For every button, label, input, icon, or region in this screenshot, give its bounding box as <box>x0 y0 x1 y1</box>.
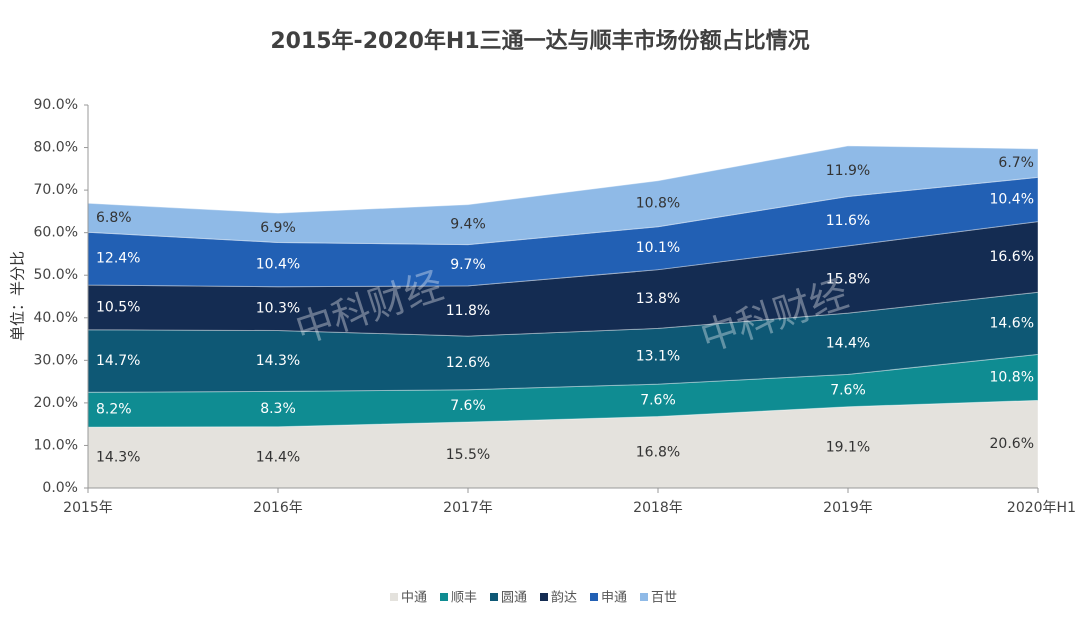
value-label: 16.8% <box>636 444 680 460</box>
value-label: 7.6% <box>450 398 486 414</box>
x-tick-label: 2017年 <box>443 500 493 516</box>
value-label: 11.6% <box>826 213 870 229</box>
legend-swatch <box>440 593 448 601</box>
legend-label: 顺丰 <box>451 591 477 606</box>
value-label: 7.6% <box>640 392 676 408</box>
legend-label: 百世 <box>651 591 677 606</box>
value-label: 10.1% <box>636 240 680 256</box>
x-tick-label: 2016年 <box>253 500 303 516</box>
legend-swatch <box>590 593 598 601</box>
value-label: 13.8% <box>636 291 680 307</box>
value-label: 20.6% <box>990 436 1034 452</box>
x-tick-label: 2019年 <box>823 500 873 516</box>
x-tick-label: 2020年H1 <box>1007 500 1076 516</box>
value-label: 10.8% <box>636 196 680 212</box>
value-label: 6.7% <box>998 155 1034 171</box>
value-label: 12.4% <box>96 251 140 267</box>
value-label: 6.8% <box>96 210 132 226</box>
value-label: 12.6% <box>446 355 490 371</box>
x-tick-label: 2015年 <box>63 500 113 516</box>
value-label: 14.4% <box>826 336 870 352</box>
value-label: 15.5% <box>446 447 490 463</box>
value-label: 11.9% <box>826 163 870 179</box>
value-label: 14.3% <box>96 450 140 466</box>
y-tick-label: 90.0% <box>34 97 78 113</box>
y-axis-label: 单位：半分比 <box>9 251 27 341</box>
value-label: 10.3% <box>256 301 300 317</box>
x-tick-label: 2018年 <box>633 500 683 516</box>
value-label: 9.7% <box>450 257 486 273</box>
value-label: 15.8% <box>826 271 870 287</box>
value-label: 16.6% <box>990 249 1034 265</box>
value-label: 10.4% <box>990 191 1034 207</box>
legend-swatch <box>640 593 648 601</box>
legend-swatch <box>540 593 548 601</box>
y-tick-label: 20.0% <box>34 395 78 411</box>
legend-swatch <box>390 593 398 601</box>
value-label: 14.6% <box>990 315 1034 331</box>
y-tick-label: 50.0% <box>34 267 78 283</box>
value-label: 8.2% <box>96 402 132 418</box>
value-label: 7.6% <box>830 383 866 399</box>
value-label: 11.8% <box>446 303 490 319</box>
y-tick-label: 60.0% <box>34 225 78 241</box>
value-label: 14.4% <box>256 449 300 465</box>
y-tick-label: 70.0% <box>34 182 78 198</box>
area <box>87 291 1039 393</box>
value-label: 19.1% <box>826 439 870 455</box>
chart-title: 2015年-2020年H1三通一达与顺丰市场份额占比情况 <box>270 28 809 54</box>
value-label: 13.1% <box>636 348 680 364</box>
value-label: 8.3% <box>260 401 296 417</box>
y-tick-label: 80.0% <box>34 140 78 156</box>
value-label: 10.5% <box>96 299 140 315</box>
value-label: 10.4% <box>256 257 300 273</box>
legend-swatch <box>490 593 498 601</box>
legend-label: 韵达 <box>551 591 577 606</box>
value-label: 14.7% <box>96 353 140 369</box>
area <box>87 353 1039 428</box>
legend-label: 中通 <box>401 591 427 606</box>
y-tick-label: 0.0% <box>42 480 78 496</box>
y-tick-label: 40.0% <box>34 310 78 326</box>
y-tick-label: 10.0% <box>34 437 78 453</box>
value-label: 14.3% <box>256 353 300 369</box>
legend-label: 申通 <box>601 591 627 606</box>
value-label: 10.8% <box>990 369 1034 385</box>
value-label: 9.4% <box>450 217 486 233</box>
value-label: 6.9% <box>260 220 296 236</box>
area <box>87 145 1039 246</box>
y-tick-label: 30.0% <box>34 352 78 368</box>
legend-label: 圆通 <box>501 591 527 606</box>
plot <box>87 145 1039 489</box>
